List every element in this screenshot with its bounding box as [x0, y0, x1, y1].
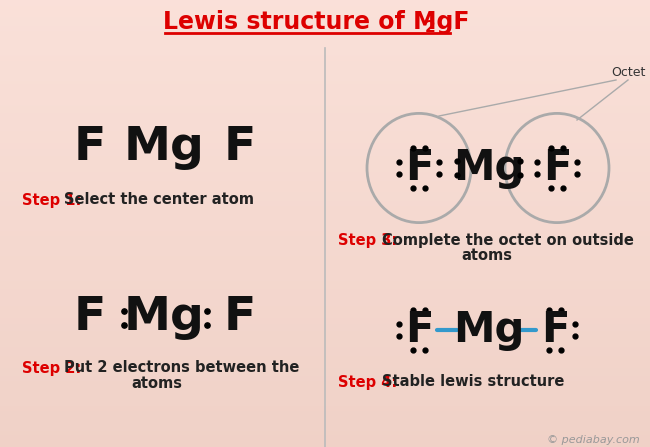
- Text: F: F: [543, 147, 571, 189]
- Text: Step 1:: Step 1:: [22, 193, 81, 207]
- Text: Step 4:: Step 4:: [338, 375, 397, 389]
- Text: Octet: Octet: [611, 66, 645, 79]
- Text: Lewis structure of MgF: Lewis structure of MgF: [162, 10, 469, 34]
- Text: © pediabay.com: © pediabay.com: [547, 435, 640, 445]
- Text: F: F: [224, 126, 256, 170]
- Text: Mg: Mg: [124, 295, 205, 341]
- Text: Complete the octet on outside: Complete the octet on outside: [382, 232, 634, 248]
- Text: Mg: Mg: [453, 147, 525, 189]
- Text: F: F: [74, 295, 106, 341]
- Text: Select the center atom: Select the center atom: [64, 193, 254, 207]
- Text: Step 2:: Step 2:: [22, 360, 81, 375]
- Text: F: F: [224, 295, 256, 341]
- Text: Mg: Mg: [124, 126, 205, 170]
- Text: F: F: [74, 126, 106, 170]
- Text: F: F: [541, 309, 569, 351]
- Text: Stable lewis structure: Stable lewis structure: [382, 375, 564, 389]
- Text: Mg: Mg: [453, 309, 525, 351]
- Text: atoms: atoms: [131, 376, 183, 392]
- Text: atoms: atoms: [462, 249, 512, 263]
- Text: 2: 2: [425, 20, 436, 34]
- Text: Step 3:: Step 3:: [338, 232, 397, 248]
- Text: F: F: [405, 147, 434, 189]
- Text: F: F: [405, 309, 434, 351]
- Text: Put 2 electrons between the: Put 2 electrons between the: [64, 360, 300, 375]
